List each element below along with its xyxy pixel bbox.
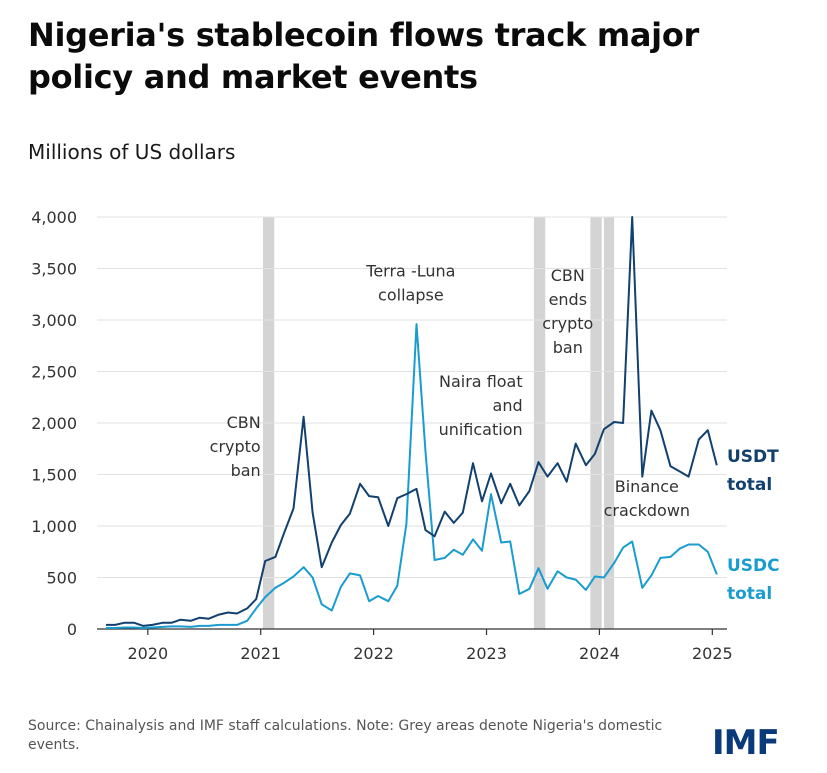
y-tick-label: 2,500 <box>31 363 77 382</box>
y-tick-label: 500 <box>46 569 77 588</box>
x-tick-label: 2024 <box>579 644 620 663</box>
annotation-label: CBN <box>551 266 585 285</box>
y-tick-label: 1,000 <box>31 517 77 536</box>
series-line-usdt <box>106 216 718 627</box>
line-chart: 0 500 1,000 1,500 2,000 2,500 3,000 3,500 4,000 2… <box>31 208 780 663</box>
annotation-label: Terra -Luna <box>365 262 455 281</box>
x-tick-label: 2021 <box>240 644 281 663</box>
x-tick-label: 2022 <box>353 644 394 663</box>
x-tick-label: 2025 <box>692 644 733 663</box>
x-tick-label: 2023 <box>466 644 507 663</box>
imf-logo: IMF <box>712 723 780 763</box>
series-line-usdc <box>106 323 718 629</box>
annotation-label: collapse <box>378 286 444 305</box>
annotation-label: crypto <box>210 437 261 456</box>
y-tick-label: 2,000 <box>31 414 77 433</box>
annotation-label: unification <box>439 420 523 439</box>
annotation-label: Binance <box>615 477 679 496</box>
annotation-label: crypto <box>542 314 593 333</box>
series-label: total <box>727 584 772 604</box>
annotation-label: Naira float <box>439 372 523 391</box>
annotation-label: and <box>493 396 523 415</box>
series-label: USDC <box>727 556 780 576</box>
y-tick-label: 1,500 <box>31 466 77 485</box>
annotation-label: ends <box>549 290 587 309</box>
annotation-label: CBN <box>227 413 261 432</box>
y-axis-unit-label: Millions of US dollars <box>28 140 236 164</box>
annotation-label: crackdown <box>604 501 690 520</box>
annotation-label: ban <box>553 338 583 357</box>
source-note: Source: Chainalysis and IMF staff calcul… <box>28 718 663 753</box>
annotation-label: ban <box>231 461 261 480</box>
y-tick-label: 4,000 <box>31 208 77 227</box>
y-tick-label: 3,500 <box>31 260 77 279</box>
x-tick-label: 2020 <box>127 644 168 663</box>
y-tick-label: 0 <box>67 620 77 639</box>
series-label: total <box>727 475 772 495</box>
series-label: USDT <box>727 447 779 467</box>
y-tick-label: 3,000 <box>31 311 77 330</box>
chart-title: Nigeria's stablecoin flows track major p… <box>28 16 700 96</box>
